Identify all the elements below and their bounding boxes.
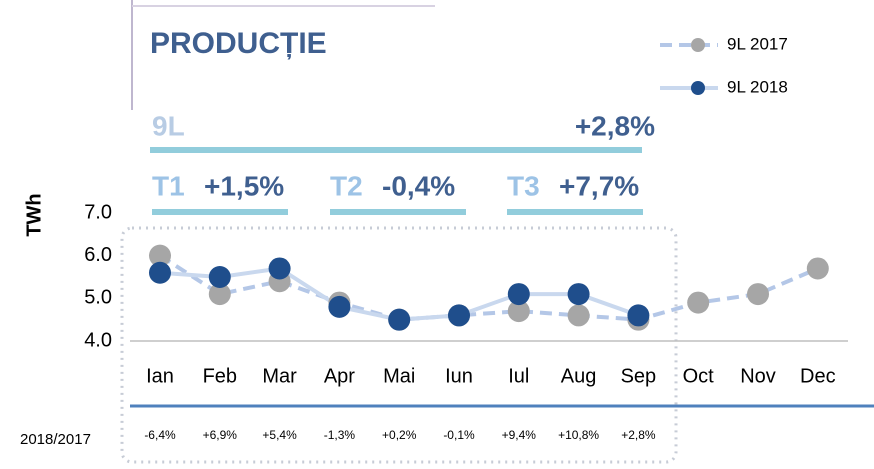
series-line bbox=[158, 253, 819, 322]
ratio-value: +0,2% bbox=[382, 428, 417, 442]
data-point bbox=[507, 283, 530, 306]
x-tick-label: Nov bbox=[740, 365, 776, 387]
data-point bbox=[208, 266, 231, 288]
x-tick-label: Oct bbox=[683, 365, 715, 387]
ratio-value: +9,4% bbox=[502, 428, 537, 442]
y-tick-label: 4.0 bbox=[84, 329, 112, 351]
data-point bbox=[687, 291, 710, 314]
quarter-label: T3 bbox=[507, 170, 540, 201]
y-tick-label: 5.0 bbox=[84, 287, 112, 309]
ratio-value: +6,9% bbox=[203, 428, 238, 442]
ratio-value: +5,4% bbox=[262, 428, 297, 442]
data-point bbox=[627, 304, 650, 327]
data-point bbox=[388, 308, 411, 331]
quarter-label: T1 bbox=[152, 170, 185, 201]
data-point bbox=[567, 304, 590, 327]
y-tick-label: 7.0 bbox=[84, 201, 112, 223]
y-tick-label: 6.0 bbox=[84, 244, 112, 266]
x-tick-label: Iul bbox=[508, 365, 529, 387]
quarter-label: T2 bbox=[330, 170, 363, 201]
x-tick-label: Apr bbox=[324, 365, 355, 387]
data-point bbox=[567, 283, 590, 306]
data-point bbox=[208, 283, 231, 306]
data-point bbox=[328, 295, 351, 318]
x-tick-label: Aug bbox=[561, 365, 597, 387]
data-point bbox=[747, 283, 769, 306]
data-point bbox=[268, 257, 291, 280]
x-tick-label: Mai bbox=[383, 365, 415, 387]
data-point bbox=[149, 244, 171, 267]
period-value: +2,8% bbox=[575, 110, 655, 141]
data-point bbox=[149, 261, 171, 284]
ratio-value: +2,8% bbox=[621, 428, 656, 442]
x-tick-label: Feb bbox=[203, 365, 237, 387]
x-tick-label: Dec bbox=[800, 365, 836, 387]
ratio-label: 2018/2017 bbox=[20, 431, 91, 448]
chart-title: PRODUCȚIE bbox=[150, 27, 327, 60]
legend-marker bbox=[691, 81, 705, 95]
x-tick-label: Mar bbox=[262, 365, 297, 387]
highlight-box bbox=[120, 226, 678, 464]
data-point bbox=[507, 300, 530, 323]
ratio-value: -6,4% bbox=[144, 428, 176, 442]
legend-marker bbox=[691, 38, 705, 52]
quarter-value: +1,5% bbox=[204, 170, 284, 201]
x-tick-label: Ian bbox=[146, 365, 174, 387]
data-point bbox=[448, 304, 470, 327]
ratio-value: -1,3% bbox=[324, 428, 356, 442]
y-axis-label: TWh bbox=[23, 193, 45, 236]
quarter-value: -0,4% bbox=[382, 170, 455, 201]
period-label: 9L bbox=[152, 110, 185, 141]
data-point bbox=[806, 257, 829, 280]
x-tick-label: Sep bbox=[621, 365, 657, 387]
ratio-value: -0,1% bbox=[443, 428, 475, 442]
ratio-value: +10,8% bbox=[558, 428, 599, 442]
legend-label: 9L 2017 bbox=[727, 34, 788, 53]
quarter-value: +7,7% bbox=[559, 170, 639, 201]
x-tick-label: Iun bbox=[445, 365, 473, 387]
legend-label: 9L 2018 bbox=[727, 77, 788, 96]
